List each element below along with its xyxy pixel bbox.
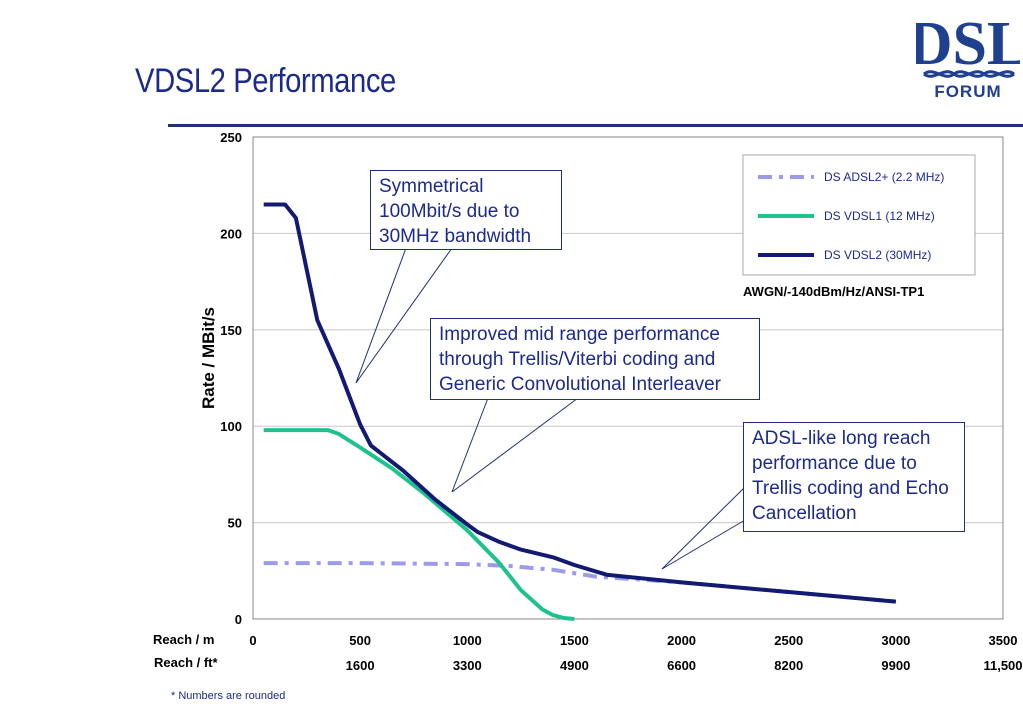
- slide-title: VDSL2 Performance: [135, 62, 396, 100]
- x-tick-label-ft: 1600: [346, 658, 375, 673]
- x-tick-label-m: 3000: [881, 633, 910, 648]
- x-tick-label-m: 1500: [560, 633, 589, 648]
- x-tick-label-ft: 6600: [667, 658, 696, 673]
- logo-bottom-text: FORUM: [934, 82, 1001, 100]
- y-tick-label: 150: [220, 323, 242, 338]
- y-tick-label: 100: [220, 419, 242, 434]
- x-tick-label-ft: 9900: [881, 658, 910, 673]
- x-tick-label-m: 500: [349, 633, 371, 648]
- x-tick-label-m: 3500: [989, 633, 1018, 648]
- x-tick-label-m: 2500: [774, 633, 803, 648]
- callout-3-pointer: [661, 486, 746, 570]
- callout-symmetrical: Symmetrical 100Mbit/s due to 30MHz bandw…: [370, 170, 562, 250]
- y-tick-label: 50: [228, 516, 242, 531]
- series-line-0: [263, 561, 897, 604]
- noise-annotation: AWGN/-140dBm/Hz/ANSI-TP1: [743, 284, 924, 299]
- x-tick-label-m: 2000: [667, 633, 696, 648]
- x-tick-label-ft: 11,500: [983, 658, 1022, 673]
- y-axis-label: Rate / MBit/s: [199, 307, 218, 409]
- y-tick-label: 250: [220, 130, 242, 145]
- callout-1-pointer-b: [355, 247, 453, 384]
- y-tick-label: 0: [235, 612, 242, 627]
- callout-1-pointer: [355, 247, 407, 384]
- callout-mid-range: Improved mid range performance through T…: [430, 318, 760, 400]
- legend-label-1: DS VDSL1 (12 MHz): [824, 209, 935, 223]
- x-tick-label-ft: 4900: [560, 658, 589, 673]
- callout-2-pointer: [451, 397, 489, 493]
- callout-2-pointer-b: [451, 397, 579, 493]
- footnote: * Numbers are rounded: [171, 690, 286, 702]
- x-tick-label-m: 1000: [453, 633, 482, 648]
- x-tick-label-ft: 8200: [774, 658, 803, 673]
- callout-3-pointer-b: [661, 519, 746, 570]
- x-tick-label-m: 0: [249, 633, 256, 648]
- x-axis-label-m: Reach / m: [153, 632, 214, 647]
- series-line-1: [263, 428, 575, 621]
- legend-label-2: DS VDSL2 (30MHz): [824, 248, 931, 262]
- logo-top-text: DSL: [916, 10, 1020, 78]
- dsl-forum-logo: DSL FORUM: [908, 2, 1023, 101]
- legend-label-0: DS ADSL2+ (2.2 MHz): [824, 170, 944, 184]
- title-divider: [168, 124, 1023, 127]
- plot-frame: [252, 136, 1004, 620]
- y-tick-label: 200: [220, 226, 242, 241]
- callout-long-reach: ADSL-like long reach performance due to …: [743, 422, 965, 532]
- series-line-2: [263, 202, 897, 604]
- x-axis-label-ft: Reach / ft*: [154, 655, 219, 670]
- x-tick-label-ft: 3300: [453, 658, 482, 673]
